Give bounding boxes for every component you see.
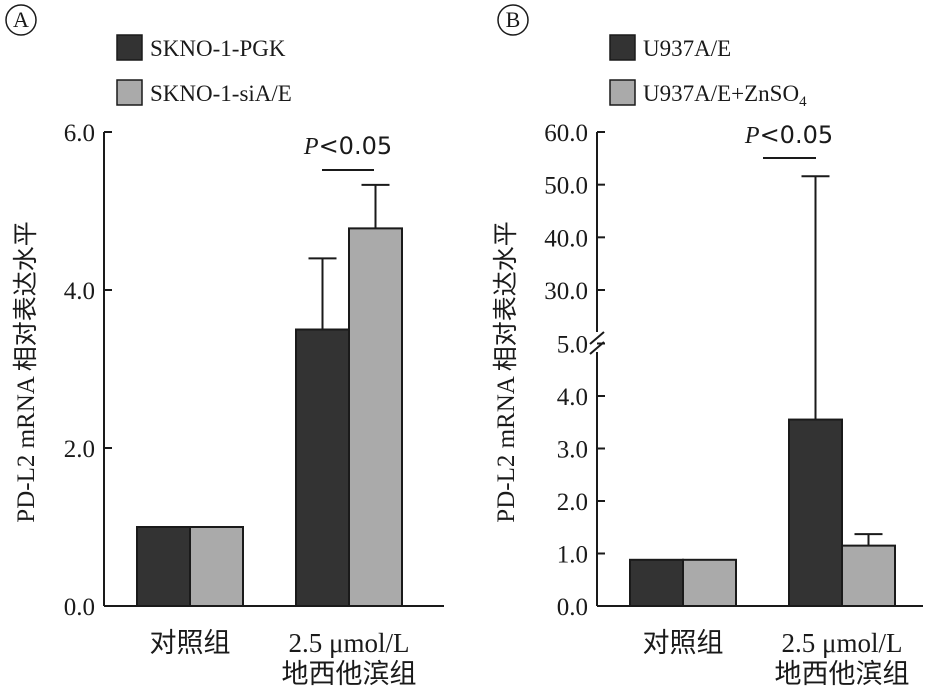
legend-label: U937A/E+ZnSO4 <box>643 81 807 110</box>
y-axis-label: PD-L2 mRNA 相对表达水平 <box>492 221 520 522</box>
y-tick-label: 30.0 <box>544 278 588 305</box>
y-tick-label: 2.0 <box>557 489 588 516</box>
legend-label: SKNO-1-siA/E <box>150 81 292 106</box>
bar <box>629 558 684 607</box>
x-category-label: 对照组 <box>150 628 231 658</box>
panel-label-circle <box>5 4 37 36</box>
y-tick-label: 4.0 <box>64 278 95 305</box>
y-tick-label: 6.0 <box>64 120 95 147</box>
bar <box>682 558 737 607</box>
panel-b: B U937A/E U937A/E+ZnSO4 PD-L2 mRNA 相对表达水平 0.… <box>492 4 923 689</box>
y-axis-label: PD-L2 mRNA 相对表达水平 <box>12 221 40 522</box>
legend-swatch <box>116 79 143 106</box>
x-category-label: 地西他滨组 <box>775 659 910 689</box>
bar <box>136 526 191 607</box>
panel-label: A <box>13 7 29 32</box>
y-tick-label: 2.0 <box>64 436 95 463</box>
x-category-label: 地西他滨组 <box>282 659 417 689</box>
panel-label: B <box>506 7 521 32</box>
y-tick-label: 3.0 <box>557 437 588 464</box>
legend-label: U937A/E <box>643 36 731 61</box>
legend-swatch <box>609 34 636 61</box>
bar <box>788 418 843 607</box>
x-category-label: 对照组 <box>643 628 724 658</box>
bar <box>295 328 350 607</box>
p-value-label: P<0.05 <box>744 121 833 149</box>
axis-break-mark <box>589 331 605 345</box>
y-tick-label: 40.0 <box>544 225 588 252</box>
y-tick-label: 4.0 <box>557 384 588 411</box>
y-tick-label: 50.0 <box>544 173 588 200</box>
bar <box>348 227 403 607</box>
y-tick-label: 5.0 <box>557 332 588 359</box>
bar <box>189 526 244 607</box>
y-tick-label: 1.0 <box>557 542 588 569</box>
y-tick-label: 0.0 <box>557 594 588 621</box>
p-value-label: P<0.05 <box>303 132 392 160</box>
legend-label: SKNO-1-PGK <box>150 36 286 61</box>
legend-swatch <box>609 79 636 106</box>
legend-swatch <box>116 34 143 61</box>
x-category-label: 2.5 μmol/L <box>289 628 410 658</box>
x-category-label: 2.5 μmol/L <box>782 628 903 658</box>
y-tick-label: 60.0 <box>544 120 588 147</box>
panel-a: A SKNO-1-PGK SKNO-1-siA/E PD-L2 mRNA 相对表达水平… <box>5 4 444 689</box>
bar <box>841 544 896 607</box>
y-tick-label: 0.0 <box>64 594 95 621</box>
panel-label-circle <box>497 4 529 36</box>
